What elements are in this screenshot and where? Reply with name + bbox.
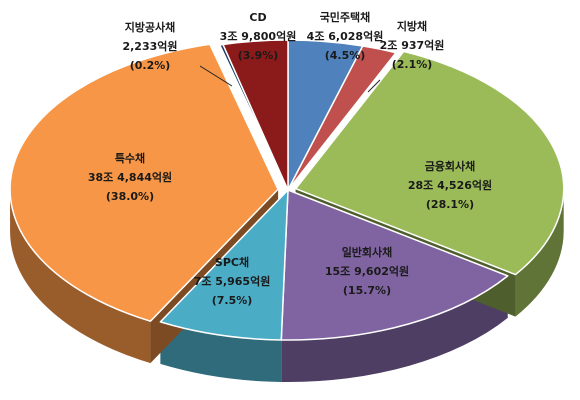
slice-name: CD [249,11,266,24]
slice-percent: (7.5%) [212,294,253,307]
slice-label-2: 금융회사채 28조 4,526억원 (28.1%) [408,159,492,211]
slice-top-2 [294,50,565,276]
slice-amount: 28조 4,526억원 [408,178,492,192]
slice-top-1 [287,45,397,191]
slice-percent: (4.5%) [325,49,366,62]
slice-name: 지방공사채 [125,20,176,34]
leader-line-1 [367,79,381,93]
slice-side-5 [10,189,151,364]
slice-labels: 국민주택채 4조 6,028억원 (4.5%) 지방채 2조 937억원 (2.1%) 금융… [88,10,492,307]
slice-amount: 7조 5,965억원 [194,274,271,288]
slice-percent: (28.1%) [426,198,474,211]
slice-label-6: 지방공사채 2,233억원 (0.2%) [122,20,177,72]
slice-amount: 4조 6,028억원 [307,29,384,43]
slice-name: 특수채 [115,151,145,165]
slice-amount: 2조 937억원 [380,38,445,52]
slice-percent: (2.1%) [392,58,433,71]
slice-percent: (15.7%) [343,284,391,297]
slice-name: 금융회사채 [425,159,476,173]
slice-top-5 [9,43,279,322]
slice-top-7 [222,39,289,191]
slice-label-4: SPC채 7조 5,965억원 (7.5%) [194,255,271,307]
label-leaders [199,65,381,93]
slice-name: 국민주택채 [320,10,371,24]
slice-amount: 15조 9,602억원 [325,264,409,278]
slice-top-3 [280,189,509,341]
slice-name: SPC채 [215,255,249,269]
slice-percent: (3.9%) [238,49,279,62]
slice-top-4 [159,189,289,341]
slice-label-7: CD 3조 9,800억원 (3.9%) [220,11,297,62]
slice-name: 지방채 [397,19,427,33]
slice-label-0: 국민주택채 4조 6,028억원 (4.5%) [307,10,384,62]
slice-amount: 3조 9,800억원 [220,29,297,43]
slice-name: 일반회사채 [342,245,393,259]
leader-line-6 [199,65,233,87]
slice-label-3: 일반회사채 15조 9,602억원 (15.7%) [325,245,409,297]
slice-percent: (38.0%) [106,190,154,203]
slice-amount: 38조 4,844억원 [88,170,172,184]
slice-side-2 [515,188,564,317]
slice-percent: (0.2%) [130,59,171,72]
slice-side-4 [160,321,282,382]
slice-amount: 2,233억원 [122,39,177,53]
slice-label-5: 특수채 38조 4,844억원 (38.0%) [88,151,172,203]
pie-tops [9,39,565,341]
slice-side-3 [281,275,508,382]
slice-label-1: 지방채 2조 937억원 (2.1%) [380,19,445,71]
